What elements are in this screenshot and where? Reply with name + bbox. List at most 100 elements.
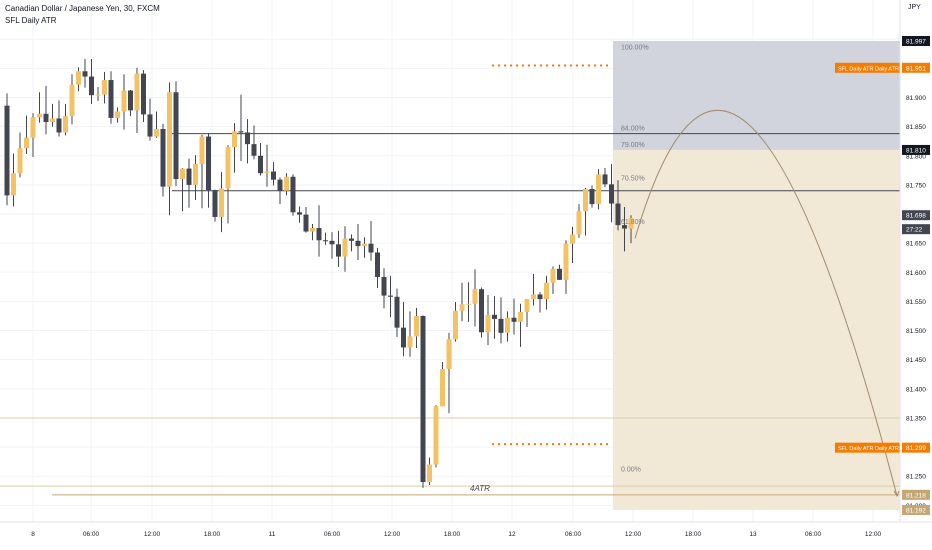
fib-label: 100.00% xyxy=(621,45,649,52)
time-tick-label: 11 xyxy=(269,531,276,538)
atr-tag-bg xyxy=(835,62,900,73)
candle xyxy=(420,315,426,483)
candle xyxy=(550,268,556,283)
candle xyxy=(511,317,517,322)
candle xyxy=(355,240,361,247)
candle xyxy=(30,117,36,138)
price-box xyxy=(902,489,930,500)
candle xyxy=(82,71,88,77)
price-tick-label: 81.900 xyxy=(906,95,926,102)
currency-label[interactable]: JPY xyxy=(908,4,921,11)
candle xyxy=(537,294,543,300)
price-box xyxy=(902,505,930,515)
candle xyxy=(381,276,387,296)
time-tick-label: 06:00 xyxy=(805,531,822,538)
candle xyxy=(219,188,224,217)
time-tick-label: 18:00 xyxy=(204,531,221,538)
candle xyxy=(147,114,153,137)
price-tick-label: 81.550 xyxy=(906,299,926,306)
candle xyxy=(336,244,341,257)
candle xyxy=(115,111,120,118)
time-axis[interactable]: 8 06:00 12:00 18:00 11 06:00 12:00 18:00 12 06:00… xyxy=(0,521,932,538)
atr-label: 4ATR xyxy=(470,484,490,493)
price-box xyxy=(902,442,930,453)
candle xyxy=(154,128,159,137)
time-tick-label: 18:00 xyxy=(685,531,702,538)
candle xyxy=(401,327,406,348)
price-box xyxy=(902,224,930,235)
candle xyxy=(128,90,133,111)
candle xyxy=(362,243,367,247)
candle xyxy=(485,314,491,333)
time-tick-label: 12:00 xyxy=(384,531,401,538)
candle xyxy=(329,240,335,245)
candle xyxy=(4,105,10,196)
candle xyxy=(576,211,582,235)
candle xyxy=(102,80,107,95)
candle xyxy=(570,234,575,244)
candle xyxy=(472,289,478,304)
candle xyxy=(446,339,452,370)
symbol-title: Canadian Dollar / Japanese Yen, 30, FXCM xyxy=(5,4,160,13)
price-box-label: 81.218 xyxy=(906,492,926,499)
candle xyxy=(206,136,211,191)
candle xyxy=(602,174,608,185)
fib-labels: 100.00% 84.00% 79.00% 70.50% 61.80% 0.00% xyxy=(621,45,649,474)
candlesticks[interactable] xyxy=(4,59,634,488)
candle xyxy=(284,176,289,191)
price-box xyxy=(902,62,930,73)
candle xyxy=(453,310,458,340)
price-box-label: 81.192 xyxy=(906,508,926,515)
price-axis[interactable]: 82.00081.95081.90081.85081.80081.75081.7… xyxy=(899,0,930,522)
price-tick-label: 81.250 xyxy=(906,474,926,481)
candle xyxy=(167,92,172,187)
candle xyxy=(258,155,263,174)
candle xyxy=(563,243,569,280)
candle xyxy=(225,147,231,189)
candle xyxy=(160,128,166,187)
price-tick-label: 81.850 xyxy=(906,124,926,131)
price-box-label: 81.698 xyxy=(906,213,926,220)
candle xyxy=(89,76,94,96)
price-box xyxy=(902,144,930,155)
projection-box-lower xyxy=(613,149,900,511)
price-box-label: 81.951 xyxy=(906,65,926,72)
candle xyxy=(518,311,523,322)
price-box-label: 27:22 xyxy=(906,227,923,234)
candle xyxy=(24,137,29,149)
time-tick-label: 8 xyxy=(31,531,35,538)
price-box-label: 81.997 xyxy=(906,39,926,46)
atr-tag-bg xyxy=(835,442,900,453)
time-tick-label: 18:00 xyxy=(444,531,461,538)
candle xyxy=(95,94,101,96)
fib-label: 0.00% xyxy=(621,466,641,473)
time-tick-label: 12 xyxy=(508,531,516,538)
candle xyxy=(498,318,504,333)
candle xyxy=(173,92,179,180)
candle xyxy=(290,176,296,213)
candle xyxy=(63,116,68,133)
candle xyxy=(277,179,283,191)
price-box xyxy=(902,210,930,221)
candle xyxy=(622,225,627,229)
candle xyxy=(303,214,309,232)
candle xyxy=(557,268,562,280)
candle xyxy=(271,171,276,180)
time-tick-label: 12:00 xyxy=(625,531,642,538)
candle xyxy=(11,173,16,196)
candle xyxy=(232,131,237,148)
time-tick-label: 06:00 xyxy=(324,531,341,538)
price-tick-label: 81.650 xyxy=(906,241,926,248)
candle xyxy=(479,289,484,333)
candle xyxy=(180,168,185,180)
candle xyxy=(56,118,62,133)
candle xyxy=(76,71,81,85)
price-tick-label: 81.600 xyxy=(906,270,926,277)
candle xyxy=(596,174,601,205)
candle xyxy=(609,184,614,204)
atr-tag: SFL Daily ATR Daily ATR high xyxy=(838,66,911,72)
atr-tag: SFL Daily ATR Daily ATR low xyxy=(838,446,909,452)
candle xyxy=(492,314,497,319)
fib-label: 61.80% xyxy=(621,219,645,226)
